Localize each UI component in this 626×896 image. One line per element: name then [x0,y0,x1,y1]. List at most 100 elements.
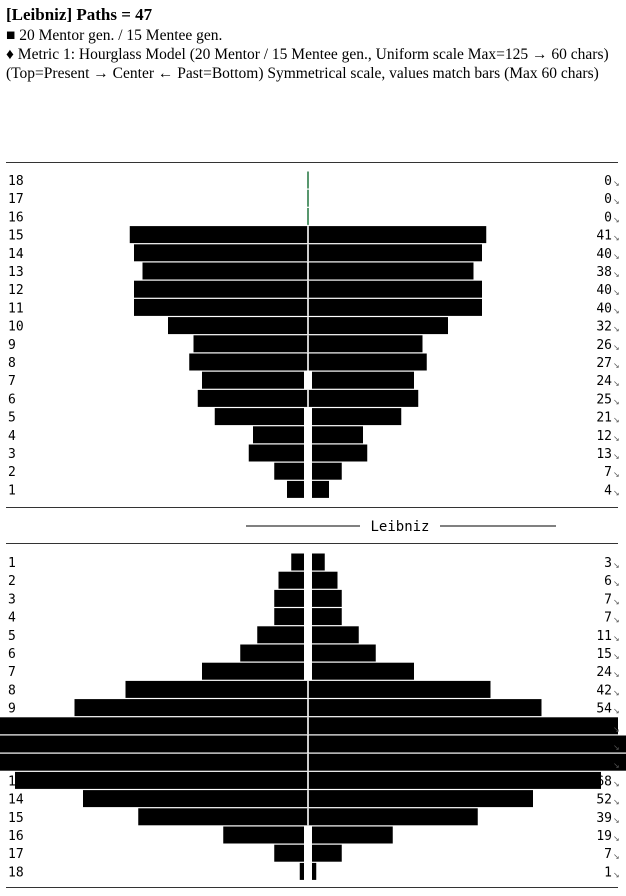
mentor-value-label: 7 [604,611,612,626]
mentor-value-suffix: ↘ [613,616,620,625]
mentor-bar-left [291,553,304,571]
mentor-bar-left [299,862,304,880]
mentor-bar-left [138,808,304,826]
mentor-value-label: 24 [596,665,612,680]
mentee-bar-left [253,426,304,444]
mentee-value-suffix: ↘ [613,470,620,479]
mentee-value-label: 32 [596,320,612,335]
mentee-value-suffix: ↘ [613,488,620,497]
mentor-value-suffix: ↘ [613,670,620,679]
mentor-value-suffix: ↘ [613,688,620,697]
mentee-value-suffix: ↘ [613,215,620,224]
mentor-value-label: 3 [604,556,612,571]
mentor-category-label: 9 [8,702,16,717]
mentor-value-suffix: ↘ [613,579,620,588]
mentee-value-suffix: ↘ [613,361,620,370]
mentor-bar-left [202,662,304,680]
mentee-category-label: 1 [8,483,16,498]
mentor-bar-right [312,699,542,717]
mentor-value-label: 15 [596,647,612,662]
mentor-bar-right [312,717,618,735]
mentor-value-suffix: ↘ [613,761,620,770]
mentor-category-label: 3 [8,592,16,607]
mentee-category-label: 15 [8,229,24,244]
mentee-bar-left [193,335,304,353]
mentor-value-suffix: ↘ [613,816,620,825]
mentor-hourglass-chart: 13↘26↘37↘47↘511↘615↘724↘842↘954↘1072↘117… [0,553,626,880]
mentor-value-suffix: ↘ [613,743,620,752]
mentee-category-label: 6 [8,392,16,407]
mentee-bar-right [312,480,329,498]
mentor-value-label: 74 [596,738,612,753]
mentor-value-label: 11 [596,629,612,644]
mentor-category-label: 15 [8,811,24,826]
mentor-bar-left [274,589,304,607]
mentee-value-label: 40 [596,283,612,298]
mentee-value-suffix: ↘ [613,252,620,261]
header-line-1: ■ 20 Mentor gen. / 15 Mentee gen. [6,27,223,44]
mentor-bar-right [312,644,376,662]
mentor-bar-left [0,717,304,735]
mentor-category-label: 2 [8,574,16,589]
mentor-bar-right [312,553,325,571]
mentee-value-suffix: ↘ [613,343,620,352]
mentor-category-label: 17 [8,847,24,862]
mentee-category-label: 11 [8,301,24,316]
mentee-value-label: 4 [604,483,612,498]
mentee-value-label: 13 [596,447,612,462]
mentee-bar-right [312,389,419,407]
mentee-value-label: 0 [604,210,612,225]
mentee-value-suffix: ↘ [613,197,620,206]
mentor-bar-left [0,753,304,771]
mentee-value-label: 0 [604,192,612,207]
mentee-value-suffix: ↘ [613,379,620,388]
mentee-value-label: 0 [604,174,612,189]
mentee-value-suffix: ↘ [613,179,620,188]
mentor-value-suffix: ↘ [613,834,620,843]
mentee-category-label: 8 [8,356,16,371]
mentor-bar-left [83,790,304,808]
mentee-bar-right [312,353,427,371]
chart-header: [Leibniz] Paths = 47 ■ 20 Mentor gen. / … [6,4,618,83]
mentee-value-label: 40 [596,247,612,262]
mentee-bar-left [197,389,304,407]
mentor-bar-left [74,699,304,717]
mentor-bar-right [312,571,338,589]
mentee-bar-left [168,317,304,335]
mentor-category-label: 14 [8,793,24,808]
mid-divider-upper [6,507,618,508]
mentor-value-suffix: ↘ [613,597,620,606]
mentee-value-suffix: ↘ [613,325,620,334]
mentee-bar-right [312,462,342,480]
mentor-bar-right [312,680,491,698]
mentee-value-suffix: ↘ [613,234,620,243]
mentor-bar-right [312,862,317,880]
mentee-bar-left [134,298,304,316]
mentor-bar-left [278,571,304,589]
mentee-bar-right [312,280,482,298]
mentee-bar-left [274,462,304,480]
mentee-bar-left [189,353,304,371]
mentee-value-label: 25 [596,392,612,407]
mentee-value-label: 12 [596,429,612,444]
mentor-bar-left [223,826,304,844]
mentee-category-label: 18 [8,174,24,189]
mentor-bar-right [312,662,414,680]
mentee-category-label: 2 [8,465,16,480]
mentee-value-suffix: ↘ [613,397,620,406]
mentee-hourglass-chart: 18 0 ↘17 0 ↘16 0 ↘15 41 ↘14 40 ↘13 38 ↘12 40 ↘11 40 ↘10 3… [8,171,620,498]
mentor-value-suffix: ↘ [613,561,620,570]
mentee-bar-right [312,298,482,316]
mentee-bar-left [287,480,304,498]
mentor-bar-left [257,626,304,644]
mentee-bar-left [142,262,304,280]
mentor-bar-left [15,771,304,789]
mentor-bar-right [312,826,393,844]
mentor-bar-left [0,735,304,753]
mentor-bar-right [312,753,626,771]
mentor-bar-right [312,844,342,862]
mentee-value-label: 41 [596,229,612,244]
mentor-bar-left [274,608,304,626]
mentee-value-label: 26 [596,338,612,353]
mentee-bar-right [312,426,363,444]
